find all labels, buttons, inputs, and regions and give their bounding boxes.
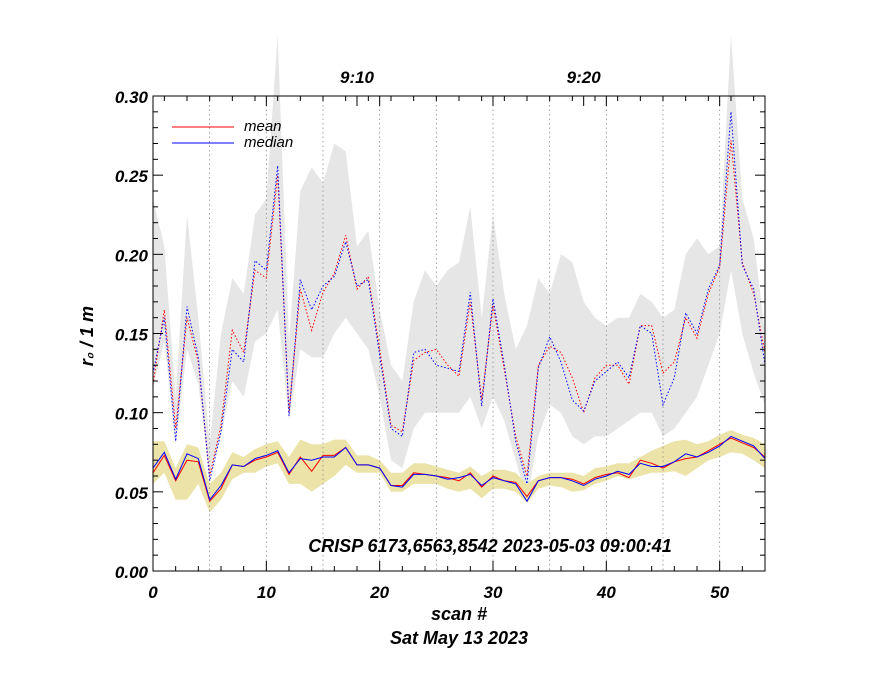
y-tick-label-6: 0.30 xyxy=(115,88,149,107)
x-tick-label-1: 10 xyxy=(257,583,276,602)
time-tick-label-1: 9:20 xyxy=(567,68,602,87)
x-tick-label-5: 50 xyxy=(710,583,729,602)
lower-variability-band xyxy=(153,430,765,513)
variability-bands xyxy=(153,35,765,513)
y-tick-label-3: 0.15 xyxy=(115,326,149,345)
series-line-median-upper xyxy=(152,111,766,485)
y-axis-label: r₀ / 1 m xyxy=(77,306,97,366)
chart-annotation: CRISP 6173,6563,8542 2023-05-03 09:00:41 xyxy=(308,536,672,556)
y-tick-label-1: 0.05 xyxy=(115,484,149,503)
legend: mean median xyxy=(172,118,293,151)
x-tick-label-4: 40 xyxy=(596,583,616,602)
date-label: Sat May 13 2023 xyxy=(390,628,528,648)
series-line-median xyxy=(152,435,766,503)
x-tick-label-2: 20 xyxy=(369,583,389,602)
legend-label-mean: mean xyxy=(244,118,282,135)
x-axis-label: scan # xyxy=(431,604,487,624)
y-tick-label-5: 0.25 xyxy=(115,167,149,186)
upper-variability-band xyxy=(153,35,765,500)
legend-label-median: median xyxy=(244,134,293,151)
y-tick-label-2: 0.10 xyxy=(115,405,149,424)
series-line-mean xyxy=(152,437,766,503)
time-tick-label-0: 9:10 xyxy=(340,68,375,87)
axis-ticks: 0 10 20 30 40 50 0.00 0.05 0.10 0.15 0.20 0.25 0.30 9… xyxy=(115,68,766,602)
y-tick-label-4: 0.20 xyxy=(115,246,149,265)
x-tick-label-0: 0 xyxy=(148,583,158,602)
data-series xyxy=(152,111,766,503)
y-tick-label-0: 0.00 xyxy=(115,563,149,582)
series-line-mean-upper xyxy=(152,140,766,477)
x-tick-label-3: 30 xyxy=(484,583,503,602)
